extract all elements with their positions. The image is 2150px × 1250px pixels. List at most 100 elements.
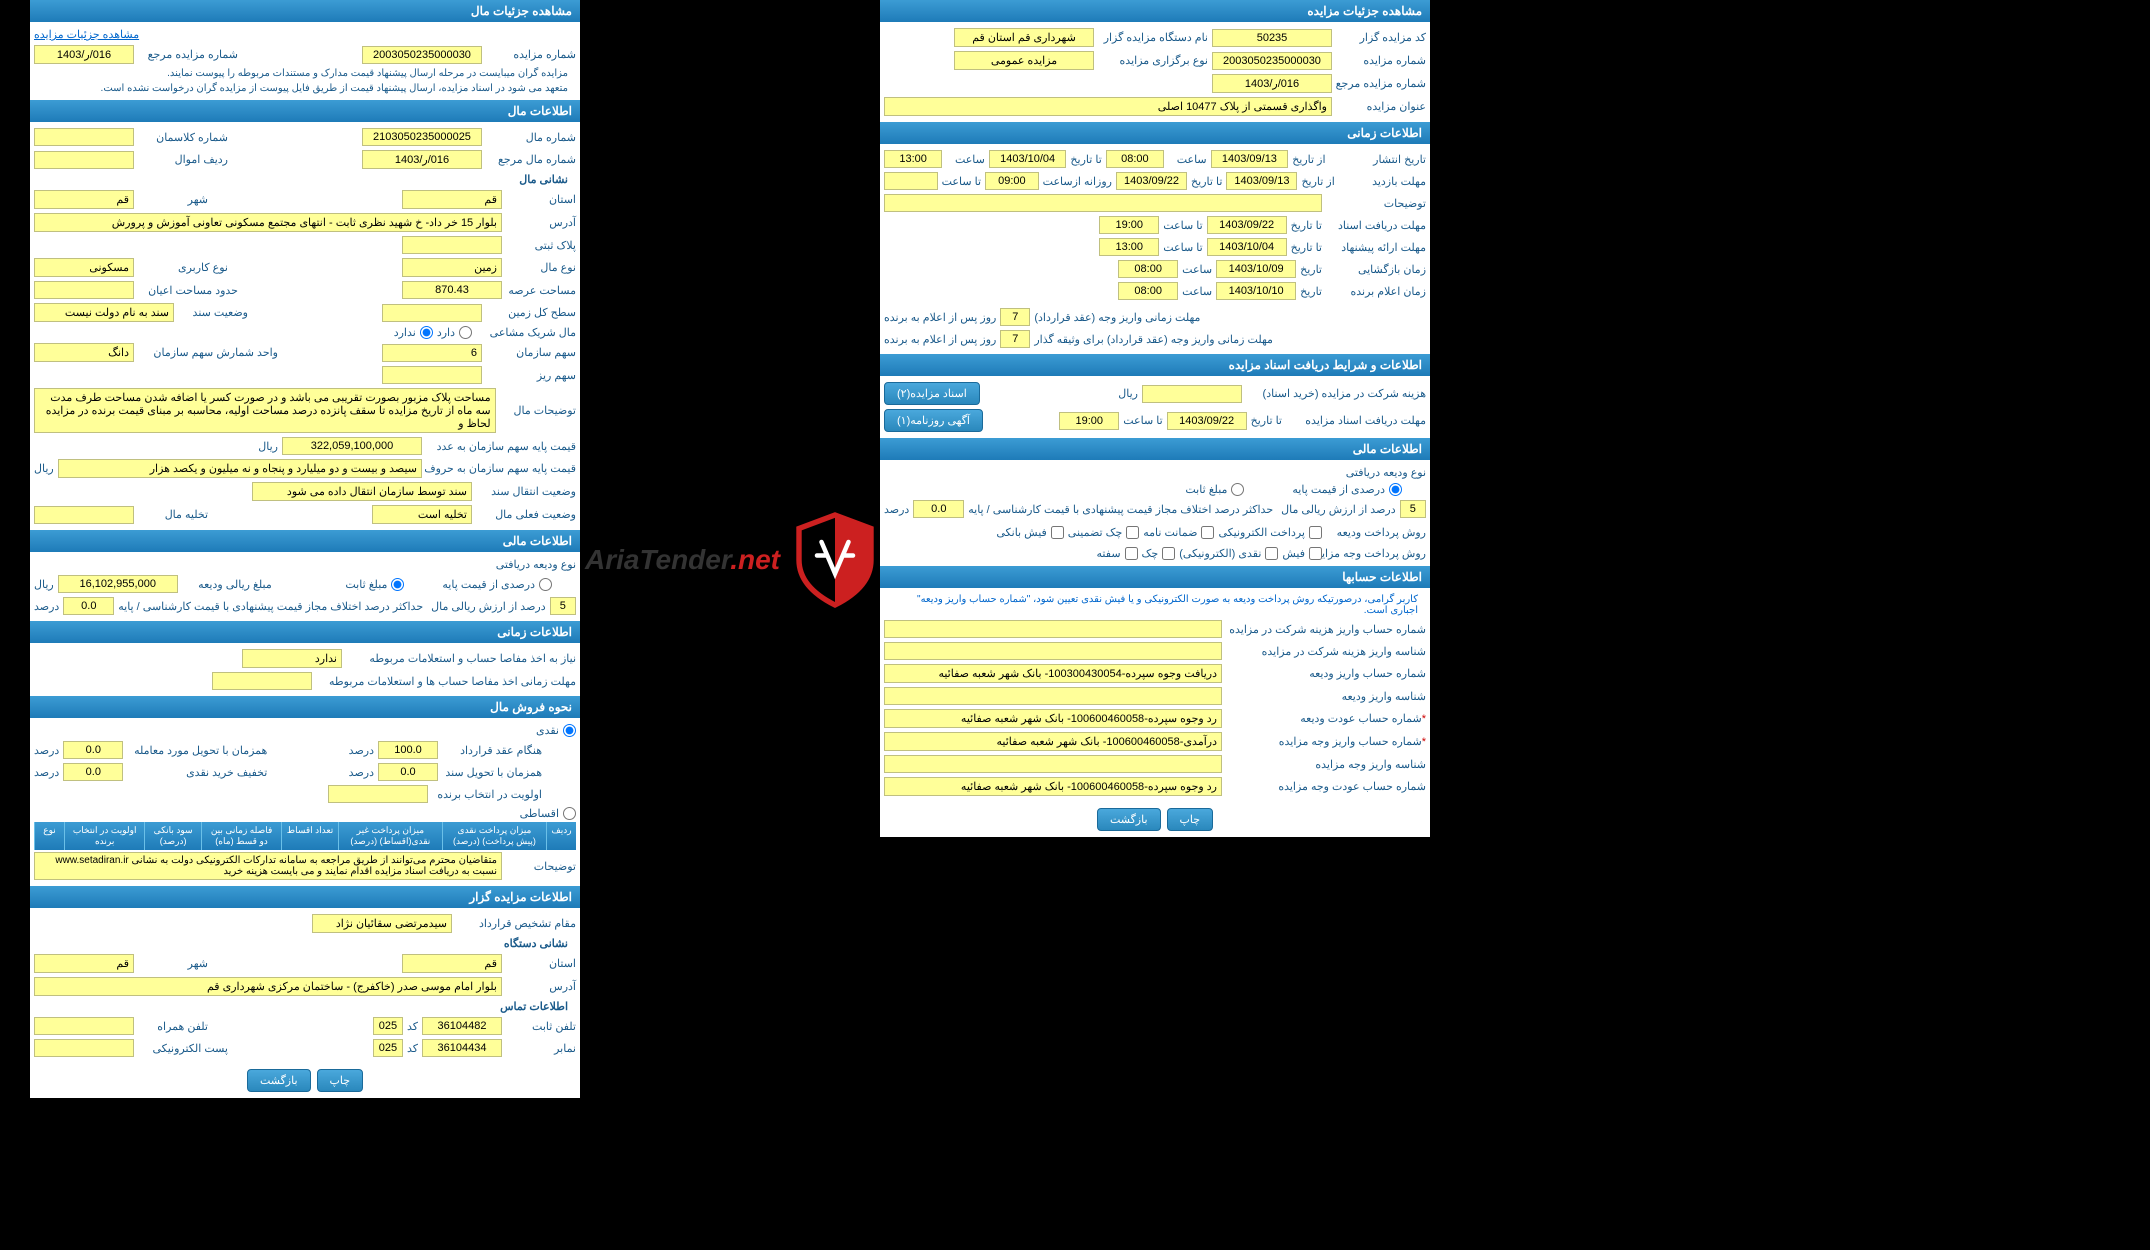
account-time-value	[212, 672, 312, 690]
visit-from-hour: 09:00	[985, 172, 1039, 190]
ref-number-label: شماره مزایده مرجع	[1336, 77, 1426, 90]
deposit-amount-value: 16,102,955,000	[58, 575, 178, 593]
base-price-value: 322,059,100,000	[282, 437, 422, 455]
plak-value	[402, 236, 502, 254]
base-price-text-value: سیصد و بیست و دو میلیارد و پنجاه و نه می…	[58, 459, 422, 478]
radio-fixed[interactable]	[1231, 483, 1244, 496]
shared-yes[interactable]	[459, 326, 472, 339]
acc5-value: رد وجوه سپرده-100600460058- بانک شهر شعب…	[884, 709, 1222, 728]
print-button[interactable]: چاپ	[1167, 808, 1214, 831]
winner-hour: 08:00	[1118, 282, 1178, 300]
mal-auction-num-value: 2003050235000030	[362, 46, 482, 64]
participation-label: هزینه شرکت در مزایده (خرید اسناد)	[1246, 387, 1426, 400]
radio-fixed-label: مبلغ ثابت	[1185, 483, 1227, 496]
doc-status-value: سند به نام دولت نیست	[34, 303, 174, 322]
lp-print-button[interactable]: چاپ	[317, 1069, 364, 1092]
deposit-method-label: روش پرداخت ودیعه	[1326, 526, 1426, 539]
doc-deadline-hour: 19:00	[1059, 412, 1119, 430]
mal-ref-value: 016/ر/1403	[362, 150, 482, 169]
a-province-value: قم	[402, 954, 502, 973]
hour-label2: ساعت	[946, 153, 985, 166]
holding-type-label: نوع برگزاری مزایده	[1098, 54, 1208, 67]
back-button[interactable]: بازگشت	[1097, 808, 1161, 831]
ref-number-value: 016/ر/1403	[1212, 74, 1332, 93]
cb-fish[interactable]	[1309, 547, 1322, 560]
publish-from-hour: 08:00	[1106, 150, 1164, 168]
winner-priority-value	[328, 785, 428, 803]
auction-details-header: مشاهده جزئیات مزایده	[880, 0, 1430, 22]
sale-method-header: نحوه فروش مال	[30, 696, 580, 718]
on-doc-value: 0.0	[378, 763, 438, 781]
opening-label: زمان بازگشایی	[1326, 263, 1426, 276]
cb-guarantee[interactable]	[1201, 526, 1214, 539]
collateral-deadline-suffix: روز پس از اعلام به برنده	[884, 333, 996, 346]
lp-time-header: اطلاعات زمانی	[30, 621, 580, 643]
radio-percent[interactable]	[1389, 483, 1402, 496]
proposal-date: 1403/10/04	[1207, 238, 1287, 256]
financial-body: نوع ودیعه دریافتی درصدی از قیمت پایه مبل…	[880, 460, 1430, 566]
asset-row-value	[34, 151, 134, 169]
proposal-hour: 13:00	[1099, 238, 1159, 256]
cash-discount-value: 0.0	[63, 763, 123, 781]
lp-radio-percent[interactable]	[539, 578, 552, 591]
sell-method-label: روش پرداخت وجه مزایده	[1326, 547, 1426, 560]
time-info-header: اطلاعات زمانی	[880, 122, 1430, 144]
deposit-deadline-value: 7	[1000, 308, 1030, 326]
auctioneer-header: اطلاعات مزایده گزار	[30, 886, 580, 908]
org-share-value: 6	[382, 344, 482, 362]
doc-conditions-header: اطلاعات و شرایط دریافت اسناد مزایده	[880, 354, 1430, 376]
participation-value	[1142, 385, 1242, 403]
note1: مزایده گران میبایست در مرحله ارسال پیشنه…	[34, 66, 576, 81]
phone-code: 025	[373, 1017, 403, 1035]
deposit-type-label: نوع ودیعه دریافتی	[1326, 466, 1426, 479]
cb-cheque[interactable]	[1162, 547, 1175, 560]
auction-title-value: واگذاری قسمتی از پلاک 10477 اصلی	[884, 97, 1332, 116]
newspaper-button[interactable]: آگهی روزنامه(۱)	[884, 409, 983, 432]
logo-text: AriaTender.net	[585, 544, 780, 576]
lp-radio-fixed[interactable]	[391, 578, 404, 591]
opening-date: 1403/10/09	[1216, 260, 1296, 278]
cash-radio[interactable]	[563, 724, 576, 737]
mal-ref-num-value: 016/ر/1403	[34, 45, 134, 64]
sale-note: متقاضیان محترم می‌توانند از طریق مراجعه …	[34, 852, 502, 880]
daily-label: روزانه ازساعت	[1043, 175, 1112, 188]
device-name-value: شهرداری قم استان قم	[954, 28, 1094, 47]
mal-info-body: شماره مال 2103050235000025 شماره کلاسمان…	[30, 122, 580, 530]
acc4-label: شناسه واریز ودیعه	[1226, 690, 1426, 703]
transfer-status-value: سند توسط سازمان انتقال داده می شود	[252, 482, 472, 501]
cb-electronic[interactable]	[1309, 526, 1322, 539]
mal-num-value: 2103050235000025	[362, 128, 482, 146]
docs-button-2[interactable]: اسناد مزایده(۲)	[884, 382, 980, 405]
area-value: 870.43	[402, 281, 502, 299]
device-name-label: نام دستگاه مزایده گزار	[1098, 31, 1208, 44]
address-value: بلوار 15 خر داد- خ شهید نظری ثابت - انته…	[34, 213, 502, 232]
cb-safta[interactable]	[1125, 547, 1138, 560]
mal-info-header: اطلاعات مال	[30, 100, 580, 122]
deposit-deadline-label: مهلت زمانی واریز وجه (عقد قرارداد)	[1034, 311, 1200, 324]
fax-value: 36104434	[422, 1039, 502, 1057]
acc3-value: دریافت وجوه سپرده-100300430054- بانک شهر…	[884, 664, 1222, 683]
mal-details-header: مشاهده جزئیات مال	[30, 0, 580, 22]
installment-radio[interactable]	[563, 807, 576, 820]
cb-check[interactable]	[1126, 526, 1139, 539]
acc6-label: *شماره حساب واریز وجه مزایده	[1226, 735, 1426, 748]
visit-to-date: 1403/09/22	[1116, 172, 1187, 190]
acc7-label: شناسه واریز وجه مزایده	[1226, 758, 1426, 771]
address-header: نشانی مال	[34, 171, 576, 188]
lp-maxdiff-value: 0.0	[63, 597, 114, 615]
cb-receipt[interactable]	[1051, 526, 1064, 539]
collateral-deadline-label: مهلت زمانی واریز وجه (عقد قرارداد) برای …	[1034, 333, 1273, 346]
cb-cash[interactable]	[1265, 547, 1278, 560]
acc4-value	[884, 687, 1222, 705]
shared-no[interactable]	[420, 326, 433, 339]
winner-label: زمان اعلام برنده	[1326, 285, 1426, 298]
floor-area-value	[382, 304, 482, 322]
note2: متعهد می شود در اسناد مزایده، ارسال پیشن…	[34, 81, 576, 96]
accounts-note: کاربر گرامی، درصورتیکه روش پرداخت ودیعه …	[884, 592, 1426, 618]
lp-back-button[interactable]: بازگشت	[247, 1069, 311, 1092]
view-auction-link[interactable]: مشاهده جزئیات مزایده	[34, 28, 139, 41]
opening-hour: 08:00	[1118, 260, 1178, 278]
acc2-label: شناسه واریز هزینه شرکت در مزایده	[1226, 645, 1426, 658]
auction-code-value: 50235	[1212, 29, 1332, 47]
left-panel: مشاهده جزئیات مال مشاهده جزئیات مزایده ش…	[30, 0, 580, 1098]
